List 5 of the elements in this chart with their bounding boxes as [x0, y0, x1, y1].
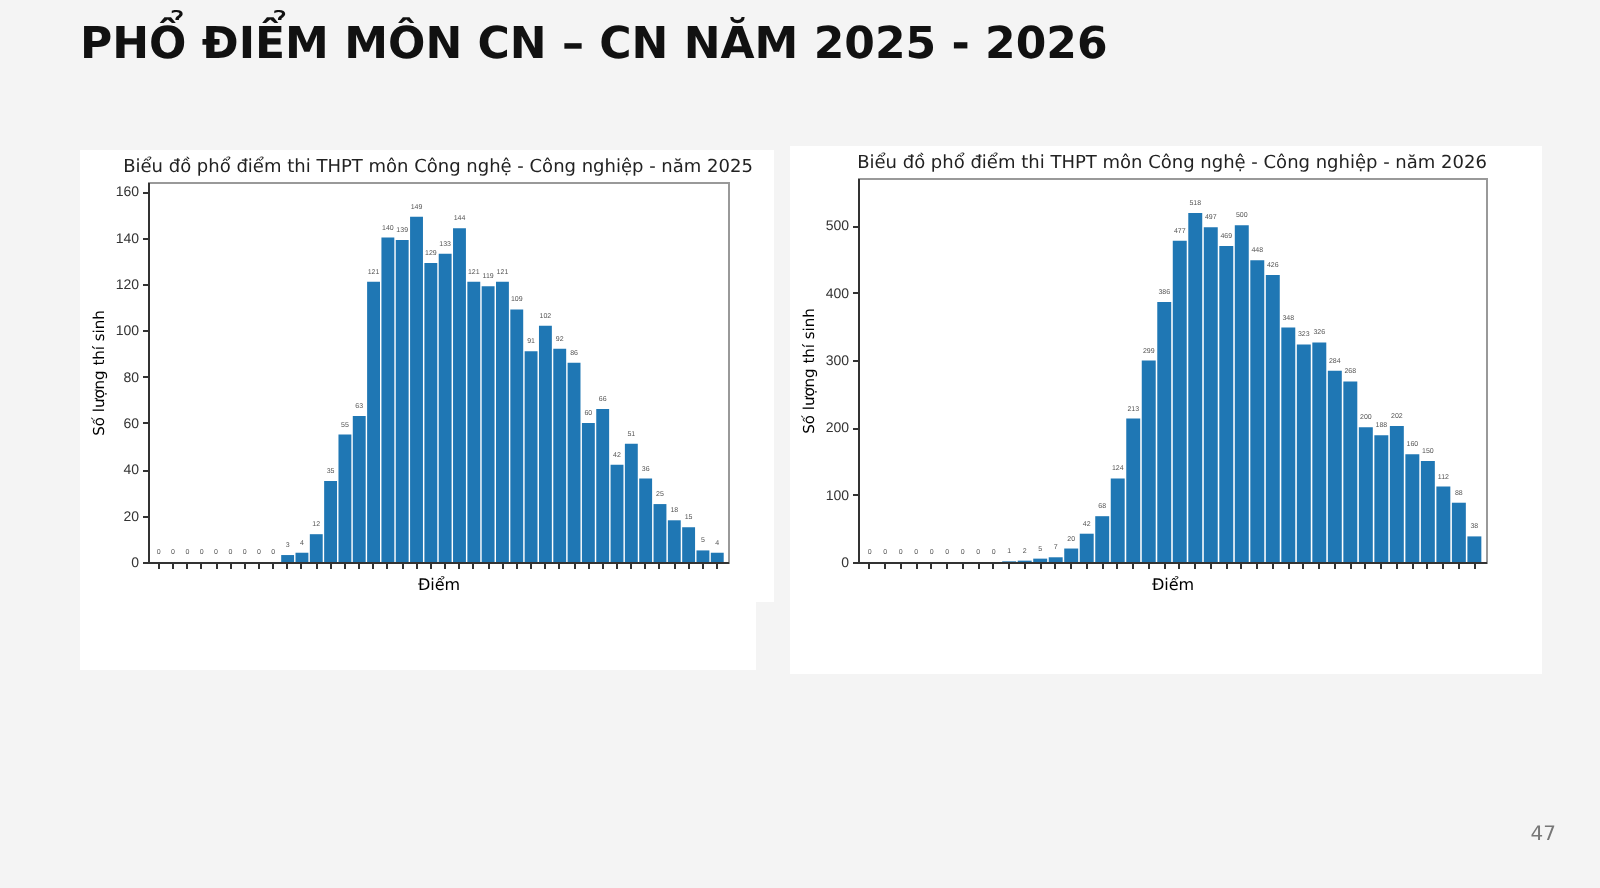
x-axis-title: Điểm — [417, 576, 461, 594]
x-axis-title: Điểm — [1151, 576, 1195, 594]
chart-title: Biểu đồ phổ điểm thi THPT môn Công nghệ - Công nghiệp - năm 2026 — [857, 152, 1488, 174]
chart-title: Biểu đồ phổ điểm thi THPT môn Công nghệ - Công nghiệp - năm 2025 — [123, 156, 753, 178]
text: 47 — [1530, 824, 1556, 846]
